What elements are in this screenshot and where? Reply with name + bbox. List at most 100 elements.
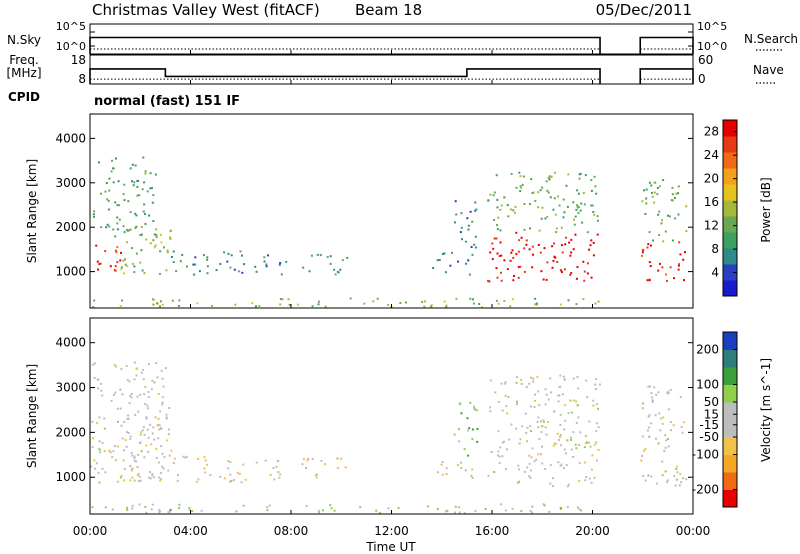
power-cell <box>523 247 526 250</box>
velocity-cell <box>536 375 539 378</box>
velocity-cell <box>458 440 461 443</box>
power-cell <box>119 259 122 262</box>
power-cell <box>555 227 558 230</box>
velocity-cell <box>572 456 575 458</box>
velocity-cell <box>497 430 500 433</box>
power-cell <box>227 252 230 255</box>
velocity-cell <box>502 440 505 443</box>
velocity-cell <box>161 401 164 404</box>
velocity-colorbar-label: -100 <box>692 448 719 462</box>
velocity-cell <box>510 423 513 426</box>
power-cell <box>519 190 522 193</box>
velocity-cell <box>276 460 279 463</box>
power-cell <box>116 216 119 219</box>
power-cell <box>159 250 162 253</box>
power-cell <box>108 225 111 228</box>
velocity-cell <box>597 449 600 451</box>
power-cell <box>507 215 510 218</box>
nsky-line <box>639 36 694 54</box>
power-cell <box>155 236 158 239</box>
power-cell <box>107 199 110 202</box>
power-cell <box>652 239 654 242</box>
power-cell <box>584 174 587 177</box>
velocity-cell <box>91 420 94 423</box>
power-cell <box>475 208 478 211</box>
power-cell <box>146 190 149 193</box>
velocity-cell <box>586 441 588 444</box>
velocity-cell <box>235 510 238 513</box>
power-cell <box>498 255 501 257</box>
nave-label: Nave <box>753 63 784 77</box>
power-cell <box>124 263 127 266</box>
velocity-cell <box>566 485 569 488</box>
power-cell <box>444 271 447 274</box>
power-cell <box>129 211 132 214</box>
power-cell <box>532 253 534 256</box>
power-cell <box>499 241 502 244</box>
power-cell <box>582 192 585 194</box>
velocity-cell <box>547 398 550 401</box>
velocity-cell <box>560 444 563 447</box>
velocity-cell <box>131 476 134 479</box>
velocity-cell <box>108 449 111 452</box>
velocity-cell <box>573 399 576 402</box>
velocity-cell <box>670 429 672 432</box>
velocity-cell <box>503 382 506 385</box>
velocity-colorbar-swatch <box>723 454 737 473</box>
velocity-cell <box>321 509 324 512</box>
power-cell <box>310 254 313 257</box>
velocity-cell <box>648 435 651 438</box>
power-cell <box>658 262 661 265</box>
power-cell <box>135 214 138 217</box>
velocity-cell <box>126 506 128 509</box>
power-cell <box>97 268 99 271</box>
power-cell <box>642 248 645 251</box>
velocity-cell <box>101 394 104 397</box>
power-cell <box>478 303 481 305</box>
power-cell <box>650 184 653 187</box>
velocity-cell <box>504 509 507 512</box>
power-cell <box>493 219 495 221</box>
velocity-cell <box>593 476 596 479</box>
power-cell <box>152 194 155 197</box>
power-cell <box>563 211 566 214</box>
power-cell <box>152 239 155 242</box>
velocity-cell <box>476 428 479 430</box>
power-cell <box>528 248 531 251</box>
velocity-cell <box>113 364 116 367</box>
velocity-cell <box>134 413 137 416</box>
velocity-cell <box>329 504 332 507</box>
power-cell <box>206 272 209 275</box>
velocity-cell <box>516 376 518 379</box>
velocity-cell <box>242 463 245 466</box>
velocity-cell <box>518 480 520 483</box>
power-cell <box>116 204 119 207</box>
power-cell <box>129 228 132 231</box>
velocity-cell <box>168 454 171 457</box>
velocity-cell <box>545 433 548 436</box>
velocity-cell <box>458 511 461 514</box>
velocity-cell <box>123 479 126 482</box>
power-cell <box>93 210 96 213</box>
power-cell <box>108 189 111 192</box>
nsky-right-top: 10^5 <box>697 20 727 33</box>
velocity-cell <box>549 464 552 467</box>
velocity-cell <box>232 479 235 482</box>
velocity-cell <box>475 409 478 412</box>
velocity-cell <box>528 475 531 478</box>
power-cell <box>223 251 226 254</box>
velocity-cell <box>489 406 491 409</box>
velocity-cell <box>540 420 542 423</box>
power-cell <box>111 159 113 162</box>
power-cell <box>541 206 544 209</box>
velocity-colorbar-label: -50 <box>699 430 719 444</box>
power-cell <box>144 172 147 175</box>
velocity-cell <box>598 383 601 386</box>
power-cell <box>594 302 597 305</box>
power-cell <box>549 196 552 199</box>
velocity-cell <box>590 481 593 484</box>
power-cell <box>466 217 469 220</box>
power-cell <box>496 198 499 201</box>
power-cell <box>656 186 659 189</box>
